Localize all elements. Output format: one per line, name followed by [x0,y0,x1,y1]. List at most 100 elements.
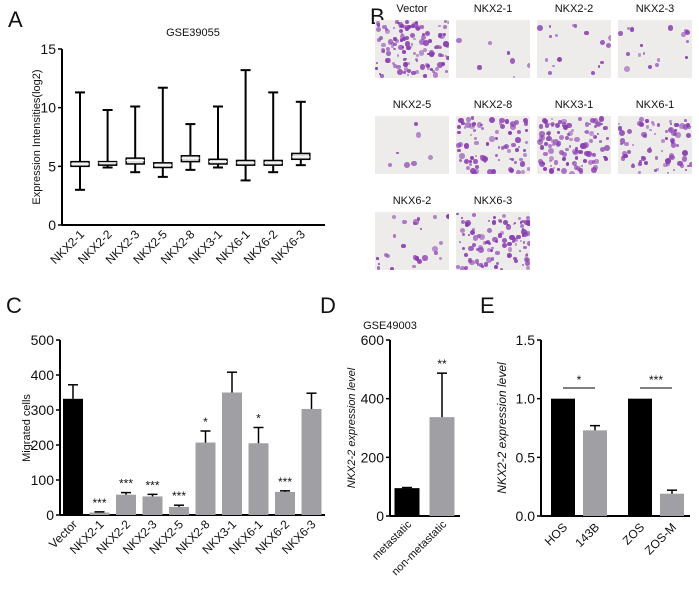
stained-cell [392,37,397,41]
stained-cell [571,160,578,167]
stained-cell [470,116,474,120]
stained-cell [668,154,675,161]
stained-cell [385,58,390,63]
stained-cell [434,67,439,72]
stained-cell [473,136,477,140]
stained-cell [486,257,493,264]
chart-e-x-tick-label: ZOS-M [642,520,679,557]
stained-cell [636,121,642,127]
stained-cell [604,157,609,162]
stained-cell [460,121,465,126]
stained-cell [404,162,410,168]
micrograph-image [456,20,530,78]
stained-cell [662,162,668,168]
stained-cell [603,155,606,159]
stained-cell [471,124,475,127]
stained-cell [375,67,378,70]
chart-c-bar [63,398,83,515]
chart-c-bar [275,491,295,515]
stained-cell [674,123,679,128]
stained-cell [556,141,562,146]
stained-cell [650,120,654,124]
stained-cell [461,247,465,251]
stained-cell [414,20,419,25]
chart-e-bar [583,430,607,516]
stained-cell [479,155,486,162]
stained-cell [440,53,444,57]
stained-cell [593,164,599,170]
stained-cell [493,264,498,269]
stained-cell [684,30,690,36]
stained-cell [504,119,510,125]
stained-cell [412,255,418,260]
micrograph-image [375,20,449,78]
stained-cell [527,241,530,246]
stained-cell [552,138,559,145]
stained-cell [539,161,546,168]
chart-c-significance: *** [278,475,292,489]
chart-c-y-tick-label: 300 [31,402,55,418]
chart-e-bar [660,493,684,516]
stained-cell [472,121,477,126]
stained-cell [618,31,623,37]
stained-cell [494,136,499,141]
stained-cell [557,57,563,63]
stained-cell [599,146,606,153]
stained-cell [402,70,406,74]
stained-cell [407,62,411,65]
stained-cell [596,133,599,136]
stained-cell [406,45,411,51]
stained-cell [468,163,473,167]
micrograph-label: NKX2-3 [635,3,675,15]
stained-cell [461,217,464,220]
stained-cell [664,137,668,141]
stained-cell [514,259,519,264]
stained-cell [573,165,579,170]
chart-d-ylabel: NKX2-2 expression level [346,367,358,488]
stained-cell [669,127,672,131]
chart-d-bar [394,488,420,516]
stained-cell [643,160,648,165]
stained-cell [429,52,434,57]
stained-cell [468,245,474,251]
chart-c-ylabel: Migrated cells [21,394,33,462]
stained-cell [686,39,689,43]
stained-cell [689,162,692,167]
stained-cell [568,145,572,148]
stained-cell [396,69,403,76]
stained-cell [686,133,691,138]
stained-cell [671,142,677,148]
stained-cell [568,130,574,136]
stained-cell [549,159,552,163]
chart-c-significance: * [203,415,208,429]
stained-cell [385,28,388,31]
stained-cell [681,156,688,162]
stained-cell [526,62,530,68]
stained-cell [549,164,553,168]
stained-cell [513,256,517,261]
stained-cell [680,32,686,37]
stained-cell [580,164,584,168]
stained-cell [441,62,445,66]
stained-cell [565,161,570,166]
stained-cell [557,168,560,172]
stained-cell [375,21,381,26]
stained-cell [525,129,529,132]
stained-cell [546,137,551,142]
stained-cell [444,69,449,74]
stained-cell [404,41,411,47]
stained-cell [656,168,659,171]
micrograph-label: NKX6-2 [392,195,432,207]
stained-cell [459,158,463,163]
stained-cell [578,149,584,155]
stained-cell [574,136,581,143]
stained-cell [404,20,409,25]
stained-cell [594,124,598,128]
stained-cell [506,253,512,259]
micrograph-image [537,20,611,78]
chart-c-bar [169,506,189,515]
stained-cell [497,146,501,149]
stained-cell [380,74,385,78]
panel-label-c: C [6,293,22,318]
